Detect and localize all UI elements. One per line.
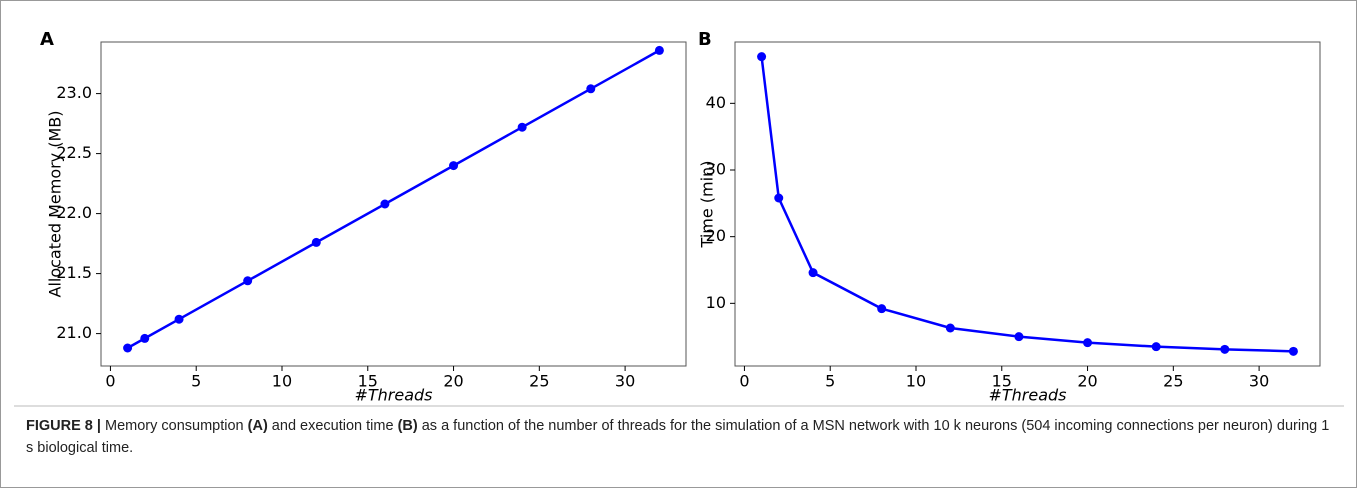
x-tick-label: 20 <box>1077 372 1097 391</box>
x-tick-label: 30 <box>1249 372 1269 391</box>
x-tick-label: 20 <box>443 372 463 391</box>
data-point <box>140 333 150 343</box>
y-tick-label: 30 <box>706 160 726 179</box>
x-tick-label: 10 <box>906 372 926 391</box>
caption-text: FIGURE 8 | <box>26 418 101 434</box>
data-line <box>126 49 661 350</box>
data-point <box>1083 338 1093 348</box>
caption-text: and execution time <box>267 418 398 434</box>
caption-text: (B) <box>397 418 418 434</box>
y-tick-label: 20 <box>706 226 726 245</box>
data-point <box>449 161 459 171</box>
x-tick-label: 0 <box>105 372 115 391</box>
x-tick-label: 10 <box>272 372 292 391</box>
x-tick-label: 25 <box>529 372 549 391</box>
panel-label: B <box>698 29 712 50</box>
data-point <box>654 45 664 55</box>
x-tick-label: 15 <box>992 372 1012 391</box>
plot-frame <box>734 41 1321 367</box>
data-point <box>774 193 784 203</box>
caption-text: Memory consumption <box>100 418 248 434</box>
y-tick-label: 40 <box>706 93 726 112</box>
data-point <box>1220 344 1230 354</box>
x-tick-label: 5 <box>191 372 201 391</box>
x-axis-label: #Threads <box>354 386 432 405</box>
y-tick-label: 22.0 <box>56 203 92 222</box>
x-tick-label: 25 <box>1163 372 1183 391</box>
data-point <box>1151 342 1161 352</box>
x-tick-label: 0 <box>739 372 749 391</box>
y-tick-label: 21.5 <box>56 263 92 282</box>
x-tick-label: 5 <box>825 372 835 391</box>
panel-label: A <box>40 29 54 50</box>
data-line <box>760 56 1294 353</box>
caption: FIGURE 8 | Memory consumption (A) and ex… <box>26 415 1336 459</box>
data-point <box>877 304 887 314</box>
data-point <box>808 268 818 278</box>
data-point <box>123 343 133 353</box>
data-point <box>311 237 321 247</box>
plot-frame <box>100 41 687 367</box>
x-tick-label: 15 <box>358 372 378 391</box>
y-axis-label: Allocated Memory (MB) <box>46 110 65 297</box>
caption-text: (A) <box>247 418 268 434</box>
data-point <box>380 199 390 209</box>
data-point <box>243 276 253 286</box>
data-point <box>1288 346 1298 356</box>
caption-text: as a function of the number of threads f… <box>26 418 1334 456</box>
x-tick-label: 30 <box>615 372 635 391</box>
y-tick-label: 22.5 <box>56 143 92 162</box>
y-tick-label: 23.0 <box>56 83 92 102</box>
y-axis-label: Time (min) <box>698 161 717 249</box>
data-point <box>517 122 527 132</box>
data-point <box>945 323 955 333</box>
y-tick-label: 10 <box>706 293 726 312</box>
data-point <box>1014 332 1024 342</box>
y-tick-label: 21.0 <box>56 323 92 342</box>
x-axis-label: #Threads <box>988 386 1066 405</box>
data-point <box>586 84 596 94</box>
data-point <box>174 314 184 324</box>
data-point <box>757 52 767 62</box>
